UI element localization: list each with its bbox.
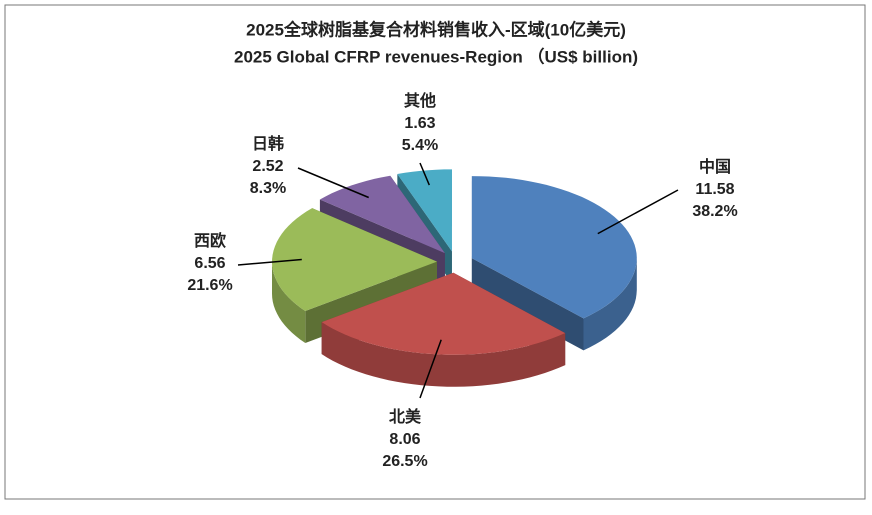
percent-label: 8.3% [250, 180, 286, 197]
leader-line [419, 162, 430, 186]
slice-wall [272, 261, 306, 343]
percent-label: 21.6% [187, 277, 232, 294]
slice [272, 208, 438, 311]
chart-subtitle: 2025 Global CFRP revenues-Region （US$ bi… [234, 46, 638, 66]
leader-line [237, 258, 302, 266]
slice [397, 169, 452, 252]
slice [471, 176, 637, 319]
value-label: 8.06 [389, 431, 420, 448]
category-label: 其他 [404, 91, 436, 110]
value-label: 1.63 [404, 115, 435, 132]
leader-line [297, 167, 369, 199]
percent-label: 26.5% [382, 453, 427, 470]
slice-wall [583, 258, 637, 351]
slice [319, 175, 445, 254]
slice [321, 272, 566, 355]
slice-wall [321, 322, 566, 387]
slice-side [471, 258, 584, 351]
value-label: 6.56 [194, 255, 225, 272]
category-label: 北美 [389, 407, 422, 426]
value-label: 2.52 [252, 158, 283, 175]
chart-title: 2025全球树脂基复合材料销售收入-区域(10亿美元) [246, 19, 626, 39]
category-label: 中国 [699, 157, 731, 176]
leader-line [419, 339, 442, 399]
leader-line [597, 189, 679, 235]
category-label: 日韩 [252, 134, 284, 153]
value-label: 11.58 [695, 181, 734, 198]
percent-label: 5.4% [402, 137, 438, 154]
percent-label: 38.2% [692, 203, 737, 220]
category-label: 西欧 [194, 231, 226, 250]
